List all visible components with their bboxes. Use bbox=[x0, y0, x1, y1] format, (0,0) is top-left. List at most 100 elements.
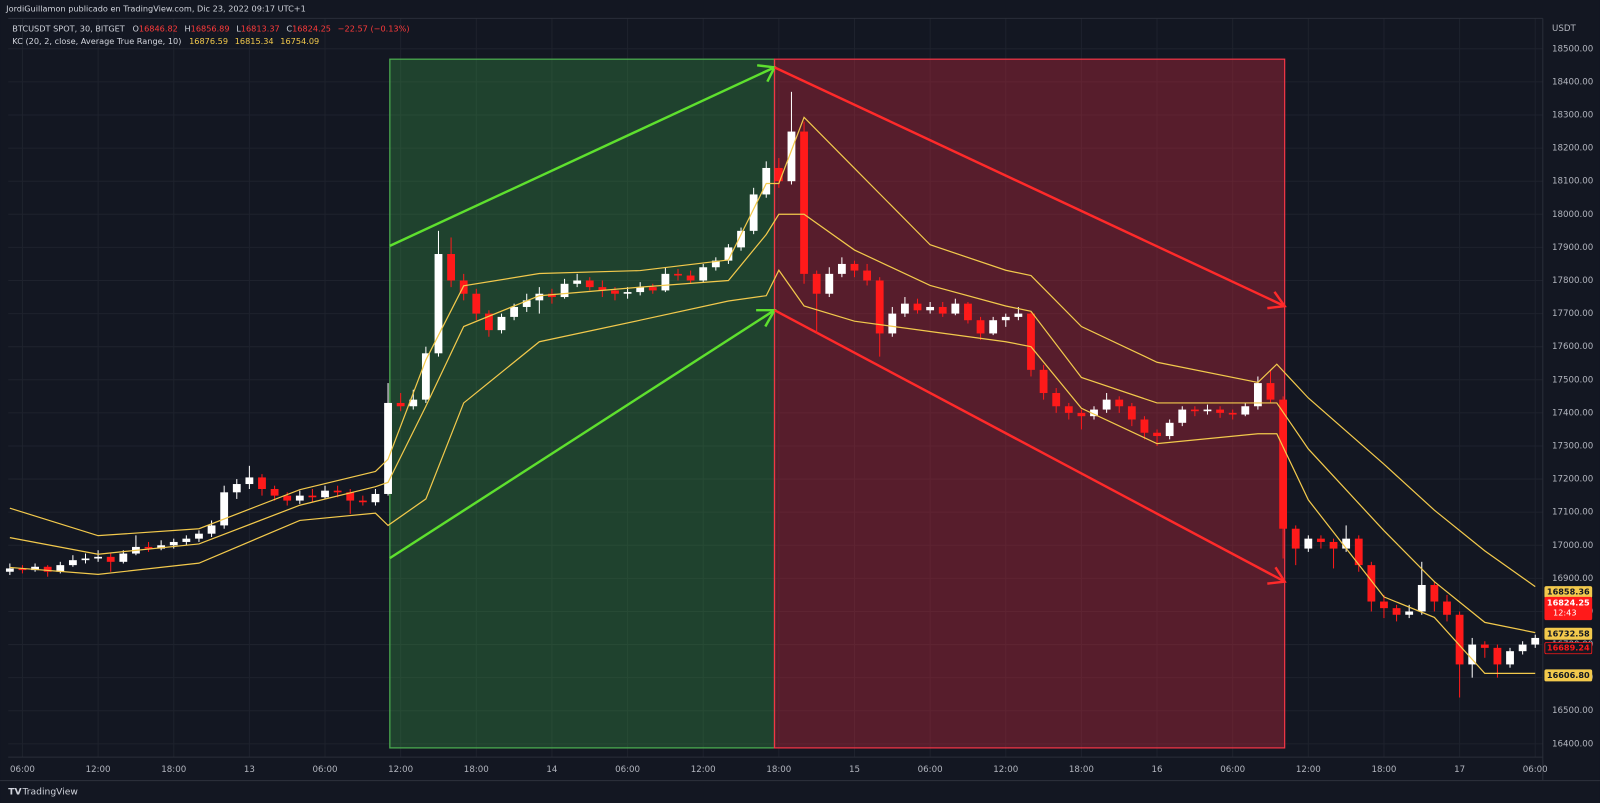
candle-body bbox=[875, 280, 884, 334]
x-tick-label: 18:00 bbox=[1371, 765, 1396, 775]
trend-arrow bbox=[773, 66, 1286, 308]
candle-body bbox=[31, 566, 39, 571]
candle-body bbox=[964, 303, 972, 321]
downtrend-arrows bbox=[773, 66, 1287, 585]
ohlc-label: L bbox=[236, 23, 241, 33]
x-tick-label: 06:00 bbox=[1523, 765, 1548, 775]
candle-body bbox=[220, 492, 229, 526]
candle-body bbox=[81, 558, 90, 561]
candle-body bbox=[1077, 412, 1086, 417]
y-tick-label: 17000.00 bbox=[1552, 541, 1593, 551]
candle-body bbox=[1480, 644, 1489, 648]
candle-body bbox=[636, 287, 645, 293]
y-tick-label: 16500.00 bbox=[1552, 706, 1593, 716]
candle-body bbox=[1090, 409, 1098, 417]
candle-body bbox=[384, 402, 392, 494]
ohlc-label: H bbox=[185, 23, 191, 33]
price-tag-label: 16858.36 bbox=[1547, 587, 1590, 597]
trend-arrow bbox=[389, 66, 776, 248]
candle-body bbox=[283, 495, 292, 501]
x-tick-label: 12:00 bbox=[691, 765, 716, 775]
logo-mark: TV bbox=[8, 786, 22, 797]
price-tag bbox=[1544, 627, 1593, 640]
candle-body bbox=[1443, 601, 1451, 615]
candle-body bbox=[308, 495, 317, 498]
candle-body bbox=[333, 490, 342, 493]
candle-body bbox=[535, 293, 544, 301]
candle-body bbox=[699, 267, 708, 281]
candle-body bbox=[43, 566, 52, 572]
candle-body bbox=[1228, 412, 1237, 415]
candle-body bbox=[1291, 528, 1300, 549]
trend-arrow bbox=[773, 309, 1286, 583]
candle-body bbox=[837, 263, 846, 274]
candle-body bbox=[863, 270, 872, 281]
candle-body bbox=[989, 320, 998, 334]
candle-body bbox=[774, 167, 783, 182]
y-tick-label: 17900.00 bbox=[1552, 243, 1593, 253]
change: −22.57 (−0.13%) bbox=[338, 23, 410, 33]
x-tick-label: 06:00 bbox=[10, 765, 35, 775]
candle-body bbox=[144, 546, 153, 549]
candle-body bbox=[1430, 584, 1439, 602]
candle-body bbox=[245, 477, 254, 485]
candle-body bbox=[1115, 399, 1124, 407]
candle-body bbox=[447, 254, 455, 281]
candle-body bbox=[812, 273, 821, 294]
candle-body bbox=[1329, 541, 1338, 549]
candle-body bbox=[1216, 409, 1224, 413]
candle-body bbox=[901, 303, 909, 314]
candle-body bbox=[295, 495, 304, 501]
ohlc-value: 16824.25 bbox=[292, 23, 331, 33]
indicator-legend: KC (20, 2, close, Average True Range, 10… bbox=[12, 35, 319, 45]
y-tick-label: 16400.00 bbox=[1552, 739, 1593, 749]
price-tag bbox=[1544, 669, 1593, 682]
y-tick-label: 18100.00 bbox=[1552, 177, 1593, 187]
indicator-name: KC (20, 2, close, Average True Range, 10… bbox=[12, 35, 181, 45]
candle-body bbox=[1052, 393, 1061, 407]
candle-body bbox=[232, 484, 241, 493]
y-tick-label: 17400.00 bbox=[1552, 408, 1593, 418]
x-tick-label: 18:00 bbox=[161, 765, 186, 775]
candle-body bbox=[888, 313, 897, 334]
candle-body bbox=[258, 477, 266, 490]
candle-body bbox=[787, 131, 796, 182]
y-tick-label: 18400.00 bbox=[1552, 77, 1593, 87]
x-tick-label: 18:00 bbox=[766, 765, 791, 775]
price-tag-label: 16732.58 bbox=[1547, 628, 1590, 638]
candle-body bbox=[711, 260, 720, 268]
currency: USDT bbox=[1552, 24, 1576, 34]
candle-body bbox=[1392, 608, 1401, 615]
price-tag-label: 16689.24 bbox=[1547, 643, 1590, 653]
footer-logo: TV bbox=[8, 786, 22, 797]
candle-body bbox=[623, 292, 632, 294]
candle-body bbox=[510, 306, 519, 317]
candle-body bbox=[522, 300, 531, 307]
candle-body bbox=[484, 313, 493, 331]
x-tick-label: 06:00 bbox=[313, 765, 338, 775]
symbol-legend: BTCUSDT SPOT, 30, BITGET O16846.82 H1685… bbox=[12, 23, 409, 33]
candle-body bbox=[1405, 611, 1414, 615]
candle-body bbox=[1468, 644, 1477, 665]
price-tag-label: 16606.80 bbox=[1547, 670, 1590, 680]
candle-body bbox=[573, 280, 582, 284]
candle-body bbox=[1165, 422, 1174, 437]
y-tick-label: 17500.00 bbox=[1552, 375, 1593, 385]
candle-body bbox=[195, 533, 203, 539]
trend-arrow bbox=[389, 309, 776, 560]
candle-body bbox=[1531, 637, 1540, 645]
keltner-lower bbox=[9, 269, 1536, 674]
y-tick-label: 16900.00 bbox=[1552, 574, 1593, 584]
x-tick-label: 16 bbox=[1152, 765, 1163, 775]
candle-body bbox=[674, 273, 682, 276]
keltner-upper bbox=[9, 116, 1536, 588]
attribution: JordiGuillamon publicado en TradingView.… bbox=[5, 4, 306, 14]
candle-body bbox=[1380, 601, 1388, 609]
candle-body bbox=[68, 560, 77, 566]
candle-body bbox=[182, 538, 191, 542]
candle-body bbox=[1279, 399, 1288, 529]
candle-body bbox=[1342, 538, 1351, 549]
candle-body bbox=[1064, 406, 1073, 413]
y-tick-label: 17100.00 bbox=[1552, 508, 1593, 518]
